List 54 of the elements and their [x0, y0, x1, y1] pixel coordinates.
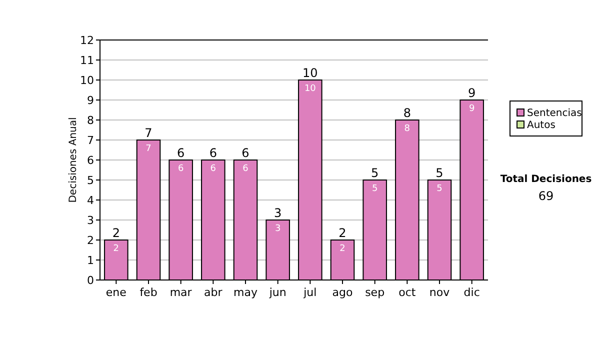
- total-label: 10: [302, 66, 318, 80]
- y-tick-label: 5: [87, 174, 94, 187]
- y-tick-label: 8: [87, 114, 94, 127]
- data-label: 6: [178, 164, 184, 174]
- total-label: 8: [403, 106, 411, 120]
- y-tick-label: 0: [87, 274, 94, 287]
- x-tick-label: jul: [302, 286, 317, 299]
- y-tick-label: 10: [80, 74, 94, 87]
- y-tick-label: 11: [80, 54, 94, 67]
- x-tick-label: jun: [268, 286, 286, 299]
- data-label: 3: [274, 224, 281, 234]
- x-tick-label: dic: [464, 286, 480, 299]
- total-label: 7: [144, 126, 152, 140]
- total-label: 6: [177, 146, 185, 160]
- y-tick-label: 6: [87, 154, 94, 167]
- y-tick-label: 4: [87, 194, 94, 207]
- total-label: 2: [338, 226, 346, 240]
- legend-label: Sentencias: [527, 108, 582, 119]
- x-tick-label: nov: [429, 286, 450, 299]
- data-label: 8: [404, 124, 410, 134]
- x-tick-label: feb: [140, 286, 158, 299]
- data-label: 6: [210, 164, 216, 174]
- y-axis-title: Decisiones Anual: [68, 117, 79, 203]
- y-tick-label: 2: [87, 234, 94, 247]
- total-label: 6: [209, 146, 217, 160]
- data-label: 10: [304, 84, 316, 94]
- data-label: 7: [146, 144, 152, 154]
- x-tick-label: oct: [398, 286, 416, 299]
- y-tick-label: 9: [87, 94, 94, 107]
- y-tick-label: 7: [87, 134, 94, 147]
- x-tick-label: ago: [332, 286, 353, 299]
- y-tick-label: 3: [87, 214, 94, 227]
- y-tick-label: 1: [87, 254, 94, 267]
- legend-label: Autos: [527, 120, 556, 131]
- total-label: 9: [468, 86, 476, 100]
- data-label: 5: [372, 184, 378, 194]
- x-tick-label: mar: [170, 286, 192, 299]
- x-tick-label: may: [234, 286, 258, 299]
- data-label: 2: [113, 244, 120, 254]
- text: Total Decisiones: [500, 174, 592, 185]
- data-label: 9: [468, 104, 475, 114]
- x-tick-label: ene: [106, 286, 127, 299]
- data-label: 2: [340, 244, 346, 254]
- y-tick-label: 12: [80, 34, 94, 47]
- total-label: 3: [274, 206, 282, 220]
- data-label: 6: [242, 164, 249, 174]
- x-tick-label: abr: [204, 286, 223, 299]
- total-label: 5: [371, 166, 379, 180]
- total-label: 5: [436, 166, 444, 180]
- text: 69: [538, 189, 554, 203]
- total-label: 2: [112, 226, 120, 240]
- data-label: 5: [436, 184, 442, 194]
- x-tick-label: sep: [365, 286, 385, 299]
- total-label: 6: [242, 146, 250, 160]
